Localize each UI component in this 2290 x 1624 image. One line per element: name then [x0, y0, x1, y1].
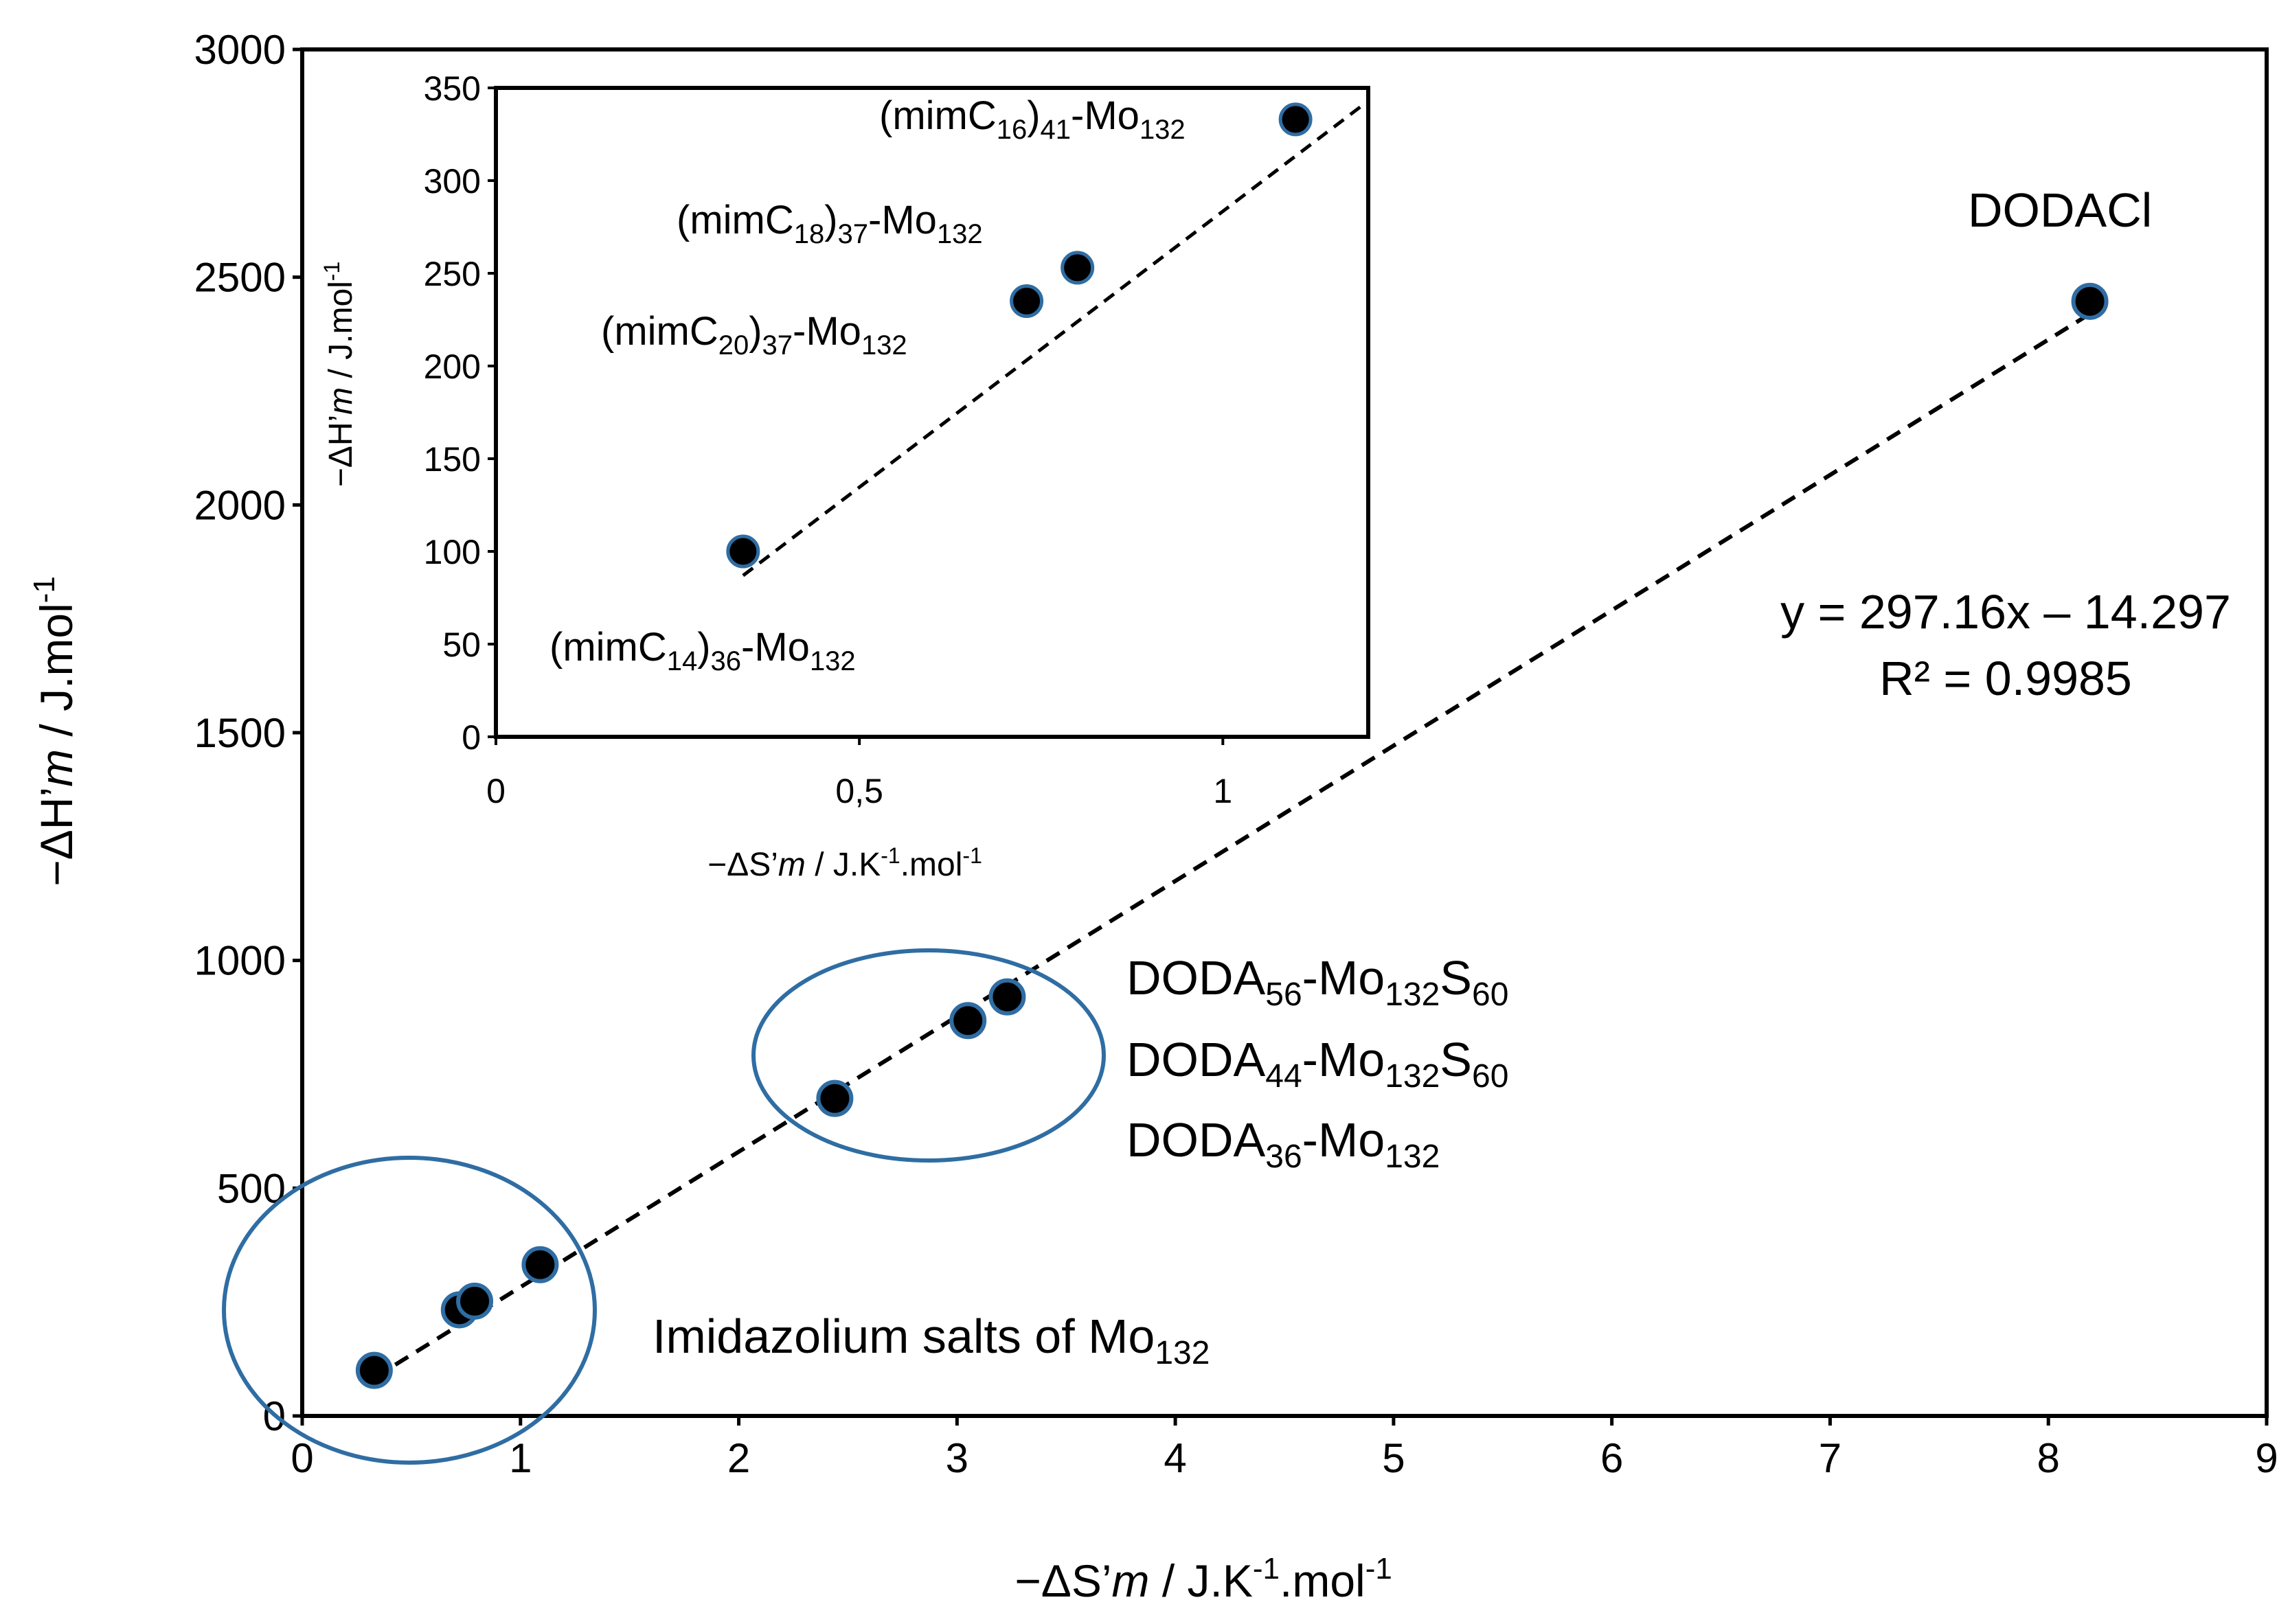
r-squared-label: R² = 0.9985 [1879, 652, 2132, 705]
inset-data-points [726, 102, 1313, 569]
inset-c14-label: (mimC14)36-Mo132 [549, 625, 856, 676]
dodacl-label: DODACl [1968, 183, 2152, 237]
main-x-tick-label: 1 [509, 1435, 532, 1481]
main-x-axis-title: −ΔS’m / J.K-1.mol-1 [1014, 1552, 1392, 1606]
main-data-point [521, 1246, 559, 1283]
main-y-tick-label: 2500 [194, 255, 286, 301]
inset-y-axis-title: −ΔH’m / J.mol-1 [319, 262, 359, 488]
doda36-label: DODA36-Mo132 [1126, 1113, 1440, 1175]
inset-y-ticks: 0 50 100 150 200 250 300 350 [424, 69, 496, 757]
main-y-tick-label: 1500 [194, 710, 286, 756]
inset-data-point [726, 534, 760, 569]
main-x-tick-label: 5 [1382, 1435, 1405, 1481]
main-y-tick-label: 1000 [194, 938, 286, 984]
inset-x-ticks: 0 0,5 1 [486, 737, 1232, 810]
inset-y-tick-label: 100 [424, 533, 481, 571]
main-x-tick-label: 4 [1164, 1435, 1186, 1481]
imidazolium-cluster-ellipse [222, 1156, 597, 1465]
inset-y-tick-label: 150 [424, 440, 481, 479]
doda-cluster-ellipse [751, 948, 1106, 1163]
inset-y-tick-label: 50 [442, 626, 481, 664]
inset-plot-frame [494, 86, 1370, 739]
main-x-tick-label: 9 [2255, 1435, 2278, 1481]
inset-x-axis-title: −ΔS’m / J.K-1.mol-1 [707, 843, 982, 883]
inset-data-point [1010, 284, 1044, 318]
main-data-point [816, 1079, 854, 1117]
main-x-tick-label: 6 [1600, 1435, 1623, 1481]
inset-data-point [1061, 251, 1095, 285]
main-x-ticks: 0 1 2 3 4 5 6 7 8 9 [291, 1416, 2278, 1481]
main-data-point [2071, 282, 2109, 320]
imidazolium-label: Imidazolium salts of Mo132 [653, 1310, 1210, 1371]
main-x-tick-label: 2 [727, 1435, 750, 1481]
inset-y-tick-label: 250 [424, 255, 481, 293]
main-trendline [373, 312, 2091, 1380]
inset-y-tick-label: 0 [462, 718, 481, 757]
doda44-label: DODA44-Mo132S60 [1126, 1033, 1508, 1095]
doda56-label: DODA56-Mo132S60 [1126, 951, 1508, 1013]
inset-c20-label: (mimC20)37-Mo132 [601, 309, 907, 361]
inset-c18-label: (mimC18)37-Mo132 [677, 198, 983, 249]
main-y-tick-label: 3000 [194, 27, 286, 73]
main-data-point [988, 978, 1026, 1016]
inset-background [496, 88, 1368, 737]
main-y-tick-label: 2000 [194, 482, 286, 528]
main-y-axis-title: −ΔH’m / J.mol-1 [27, 576, 82, 887]
inset-data-point [1278, 102, 1313, 137]
main-data-point [949, 1002, 987, 1040]
inset-y-tick-label: 200 [424, 347, 481, 386]
equation-label: y = 297.16x – 14.297 [1780, 585, 2231, 639]
main-x-tick-label: 0 [291, 1435, 313, 1481]
main-data-points [355, 282, 2109, 1389]
inset-x-tick-label: 0,5 [835, 772, 883, 810]
inset-y-tick-label: 350 [424, 69, 481, 108]
main-x-tick-label: 3 [946, 1435, 968, 1481]
inset-x-tick-label: 1 [1213, 772, 1232, 810]
inset-x-tick-label: 0 [486, 772, 506, 810]
inset-y-tick-label: 300 [424, 162, 481, 201]
main-data-point [456, 1282, 494, 1320]
main-x-tick-label: 8 [2037, 1435, 2060, 1481]
main-data-point [355, 1351, 393, 1389]
inset-trendline [742, 105, 1362, 577]
inset-c16-label: (mimC16)41-Mo132 [879, 93, 1186, 145]
main-x-tick-label: 7 [1819, 1435, 1841, 1481]
